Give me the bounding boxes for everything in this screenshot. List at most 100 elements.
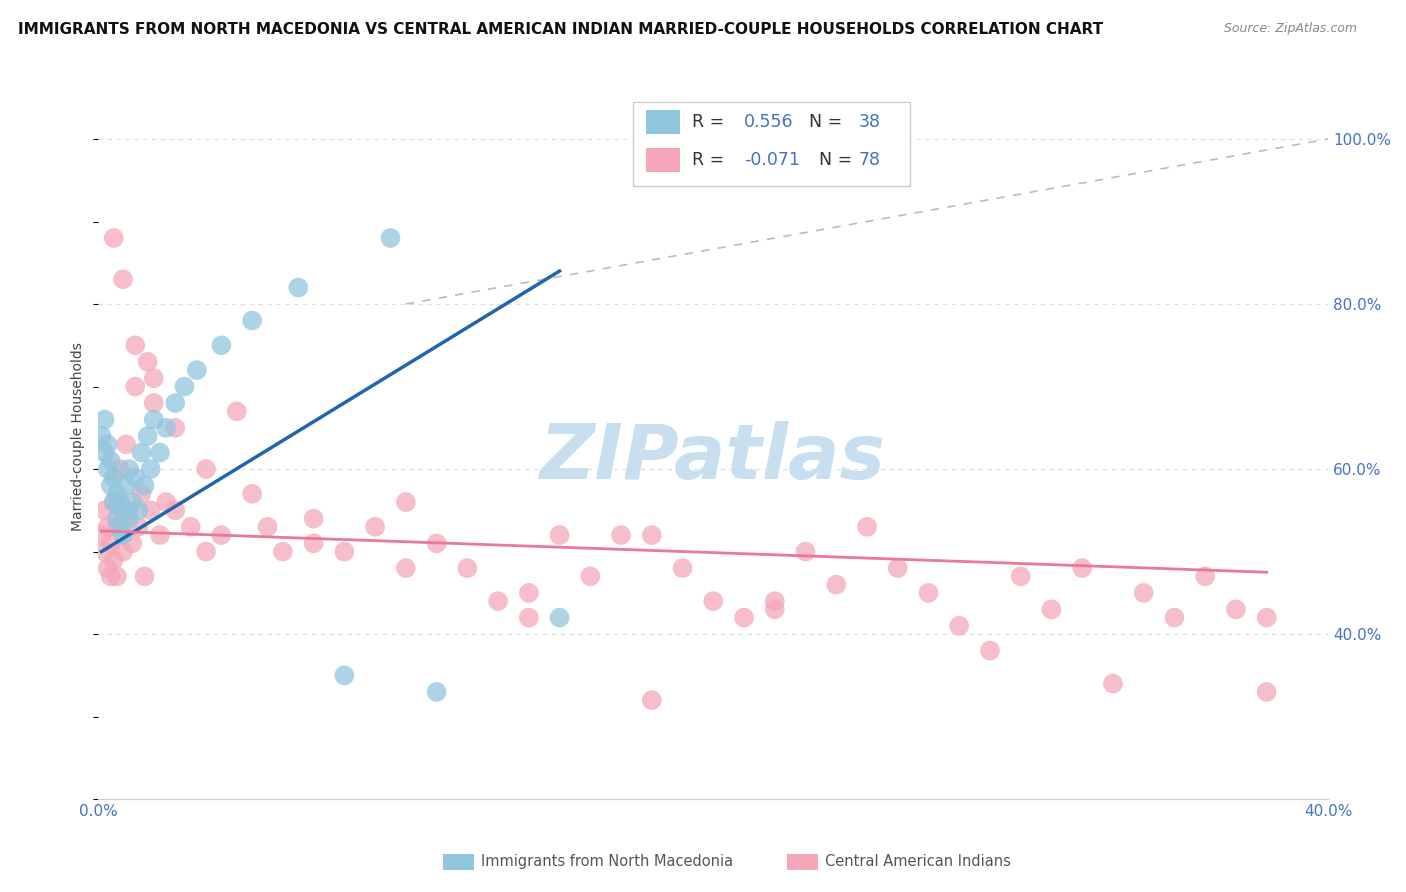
Point xyxy=(887,561,910,575)
Point xyxy=(115,437,138,451)
Point xyxy=(763,602,786,616)
Point xyxy=(225,404,247,418)
Point xyxy=(195,544,218,558)
Point xyxy=(103,470,125,484)
Point xyxy=(1102,676,1125,690)
Point xyxy=(103,553,125,567)
Point xyxy=(100,536,122,550)
Point xyxy=(108,462,131,476)
Point xyxy=(149,445,172,459)
Point xyxy=(97,437,120,451)
Point xyxy=(105,520,128,534)
Point xyxy=(112,511,135,525)
Point xyxy=(333,544,356,558)
Point xyxy=(763,594,786,608)
Point xyxy=(186,363,208,377)
Point xyxy=(97,561,120,575)
Text: Central American Indians: Central American Indians xyxy=(825,855,1011,869)
Point xyxy=(105,487,128,501)
Point xyxy=(118,462,141,476)
Point xyxy=(97,462,120,476)
Point xyxy=(195,462,218,476)
Point xyxy=(112,528,135,542)
Point xyxy=(1225,602,1247,616)
Point xyxy=(794,544,817,558)
Bar xyxy=(645,110,681,134)
Point xyxy=(105,569,128,583)
Point xyxy=(1256,685,1278,699)
Point xyxy=(93,445,115,459)
Point xyxy=(124,379,146,393)
Point xyxy=(979,643,1001,657)
Point xyxy=(671,561,693,575)
Point xyxy=(426,536,449,550)
Point xyxy=(1040,602,1063,616)
Point xyxy=(100,569,122,583)
Text: R =: R = xyxy=(692,152,730,169)
Point xyxy=(139,462,162,476)
Text: Source: ZipAtlas.com: Source: ZipAtlas.com xyxy=(1223,22,1357,36)
Point xyxy=(395,495,418,509)
Text: N =: N = xyxy=(810,112,848,131)
Point xyxy=(103,231,125,245)
Point xyxy=(90,429,112,443)
Point xyxy=(127,520,149,534)
Text: 0.556: 0.556 xyxy=(744,112,793,131)
Point xyxy=(825,577,848,591)
Point xyxy=(134,569,156,583)
Point xyxy=(641,693,664,707)
Point xyxy=(209,338,232,352)
Point xyxy=(127,503,149,517)
Point xyxy=(165,396,187,410)
Point xyxy=(641,528,664,542)
Point xyxy=(149,528,172,542)
Text: -0.071: -0.071 xyxy=(744,152,800,169)
Point xyxy=(733,610,755,624)
Point xyxy=(115,478,138,492)
Text: ZIPatlas: ZIPatlas xyxy=(540,421,886,495)
Point xyxy=(856,520,879,534)
Point xyxy=(395,561,418,575)
Point xyxy=(118,503,141,517)
Point xyxy=(1256,610,1278,624)
Point xyxy=(579,569,602,583)
Point xyxy=(1010,569,1032,583)
Point xyxy=(142,396,165,410)
Point xyxy=(517,586,540,600)
Point xyxy=(271,544,294,558)
Point xyxy=(108,495,131,509)
Point xyxy=(124,338,146,352)
Point xyxy=(917,586,939,600)
Point xyxy=(112,503,135,517)
Point xyxy=(155,495,177,509)
Text: IMMIGRANTS FROM NORTH MACEDONIA VS CENTRAL AMERICAN INDIAN MARRIED-COUPLE HOUSEH: IMMIGRANTS FROM NORTH MACEDONIA VS CENTR… xyxy=(18,22,1104,37)
Point xyxy=(142,412,165,426)
Point xyxy=(131,445,153,459)
Point xyxy=(134,478,156,492)
Point xyxy=(93,503,115,517)
Point xyxy=(287,280,309,294)
Point xyxy=(121,495,143,509)
Point xyxy=(103,495,125,509)
Point xyxy=(333,668,356,682)
Point xyxy=(165,503,187,517)
Point xyxy=(302,511,325,525)
Point xyxy=(302,536,325,550)
Point xyxy=(702,594,724,608)
Point xyxy=(1132,586,1154,600)
Text: 78: 78 xyxy=(859,152,880,169)
Point xyxy=(240,487,263,501)
Point xyxy=(456,561,478,575)
Point xyxy=(610,528,633,542)
Text: 38: 38 xyxy=(859,112,880,131)
Point xyxy=(131,487,153,501)
Point xyxy=(103,495,125,509)
Point xyxy=(1163,610,1185,624)
Point xyxy=(97,520,120,534)
Point xyxy=(548,528,571,542)
Point xyxy=(486,594,509,608)
Point xyxy=(180,520,202,534)
Point xyxy=(1071,561,1094,575)
Point xyxy=(948,619,970,633)
Point xyxy=(517,610,540,624)
